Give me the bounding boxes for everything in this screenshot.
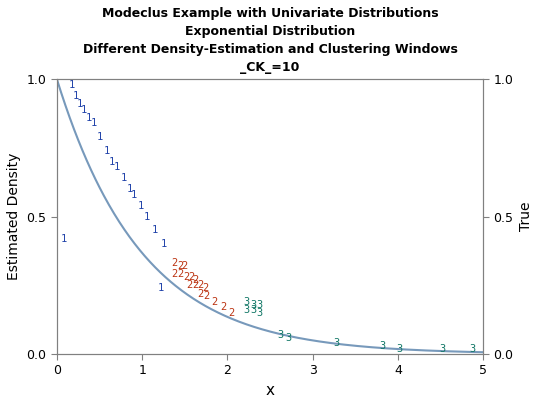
Text: 2: 2 xyxy=(177,261,184,271)
Text: 2: 2 xyxy=(197,280,203,290)
Y-axis label: True: True xyxy=(519,202,533,231)
Text: 2: 2 xyxy=(202,283,208,293)
Text: 3: 3 xyxy=(243,297,249,307)
Text: 1: 1 xyxy=(60,234,67,244)
Text: 2: 2 xyxy=(171,258,178,269)
Text: 2: 2 xyxy=(192,280,198,290)
Text: 1: 1 xyxy=(97,132,103,142)
Text: 3: 3 xyxy=(286,333,292,343)
Text: 3: 3 xyxy=(256,300,263,309)
Text: 1: 1 xyxy=(72,91,79,101)
Text: 3: 3 xyxy=(470,343,476,354)
Text: 2: 2 xyxy=(177,269,184,279)
Text: 1: 1 xyxy=(143,212,150,222)
Text: 1: 1 xyxy=(152,226,158,235)
Text: 2: 2 xyxy=(193,275,199,285)
Text: 2: 2 xyxy=(184,272,190,282)
Text: 1: 1 xyxy=(86,113,92,123)
Text: 1: 1 xyxy=(126,184,132,194)
Text: 2: 2 xyxy=(171,269,178,279)
Text: 2: 2 xyxy=(220,303,226,312)
Text: 2: 2 xyxy=(228,308,235,318)
Text: 3: 3 xyxy=(277,330,284,340)
Text: 3: 3 xyxy=(439,343,446,354)
Text: 3: 3 xyxy=(380,341,386,351)
Text: 1: 1 xyxy=(120,173,126,183)
Text: 3: 3 xyxy=(250,300,256,309)
Text: 1: 1 xyxy=(103,146,110,156)
Text: 2: 2 xyxy=(186,280,192,290)
Text: 1: 1 xyxy=(113,162,120,172)
Text: 1: 1 xyxy=(137,201,144,211)
Text: 2: 2 xyxy=(203,291,209,301)
Y-axis label: Estimated Density: Estimated Density xyxy=(7,153,21,280)
Text: 1: 1 xyxy=(90,118,97,128)
Text: 3: 3 xyxy=(256,308,263,318)
Text: 1: 1 xyxy=(77,99,83,109)
Text: 3: 3 xyxy=(250,305,256,315)
Text: 1: 1 xyxy=(109,157,116,167)
Text: 2: 2 xyxy=(212,297,218,307)
Text: 2: 2 xyxy=(181,261,188,271)
Text: 1: 1 xyxy=(160,239,166,249)
Text: 3: 3 xyxy=(333,338,340,348)
Text: 2: 2 xyxy=(197,289,203,298)
Title: Modeclus Example with Univariate Distributions
Exponential Distribution
Differen: Modeclus Example with Univariate Distrib… xyxy=(83,7,457,74)
Text: 1: 1 xyxy=(158,283,164,293)
Text: 1: 1 xyxy=(131,190,137,200)
Text: 1: 1 xyxy=(69,80,76,90)
Text: 3: 3 xyxy=(396,343,403,354)
X-axis label: x: x xyxy=(266,383,274,398)
Text: 1: 1 xyxy=(81,104,87,115)
Text: 3: 3 xyxy=(243,305,249,315)
Text: 2: 2 xyxy=(188,272,195,282)
